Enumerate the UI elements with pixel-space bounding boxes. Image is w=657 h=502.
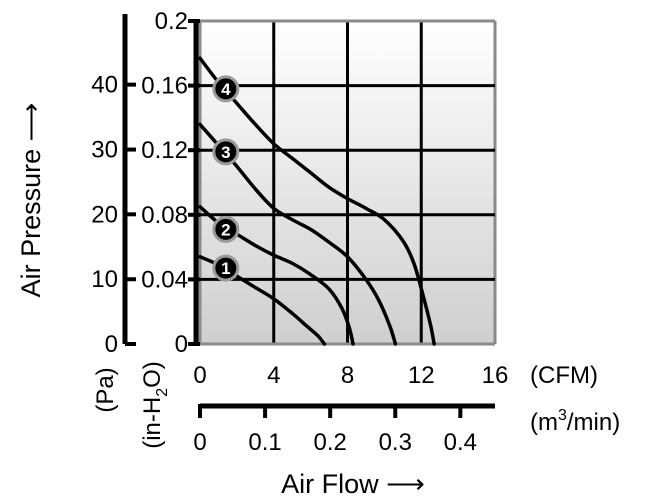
y-tick-label-inh2o: 0.2 [155, 8, 188, 35]
x-tick-label-m3min: 0.3 [379, 429, 412, 456]
curve-marker-4 [212, 75, 240, 103]
curve-marker-label: 2 [221, 220, 230, 239]
x-tick-label-m3min: 0.2 [313, 429, 346, 456]
curve-marker-1 [212, 254, 240, 282]
x-axis-cfm-unit: (CFM) [530, 362, 598, 389]
x-tick-label-m3min: 0.4 [444, 429, 477, 456]
x-tick-label-m3min: 0 [193, 429, 206, 456]
y-tick-label-inh2o: 0.04 [141, 266, 188, 293]
y-tick-label-pa: 10 [91, 266, 118, 293]
y-tick-label-inh2o: 0 [175, 331, 188, 358]
x-tick-label-cfm: 0 [193, 362, 206, 389]
curve-marker-2 [212, 215, 240, 243]
curve-marker-label: 1 [221, 259, 230, 278]
x-tick-label-cfm: 12 [408, 362, 435, 389]
x-axis-title: Air Flow ⟶ [281, 469, 425, 499]
x-axis-m3min-unit: (m3/min) [530, 407, 620, 436]
y-tick-label-pa: 30 [91, 137, 118, 164]
y-tick-label-pa: 20 [91, 201, 118, 228]
y-axis-inh2o-unit: (in-H2O) [139, 361, 171, 449]
y-tick-label-pa: 40 [91, 72, 118, 99]
x-tick-label-m3min: 0.1 [248, 429, 281, 456]
y-axis-title: Air Pressure ⟶ [16, 103, 46, 298]
y-tick-label-pa: 0 [105, 331, 118, 358]
x-tick-label-cfm: 4 [267, 362, 280, 389]
curve-marker-3 [212, 138, 240, 166]
y-tick-label-inh2o: 0.08 [141, 202, 188, 229]
y-axis-pa-unit: (Pa) [92, 367, 119, 412]
curve-4 [198, 56, 436, 346]
x-tick-label-cfm: 16 [482, 362, 509, 389]
curve-marker-label: 3 [221, 143, 230, 162]
y-tick-label-inh2o: 0.12 [141, 137, 188, 164]
curve-marker-label: 4 [221, 80, 231, 99]
curve-markers: 1 2 3 4 [212, 75, 240, 282]
curve-3 [198, 122, 398, 346]
grid [198, 19, 497, 346]
y-tick-label-inh2o: 0.16 [141, 73, 188, 100]
x-tick-label-cfm: 8 [341, 362, 354, 389]
